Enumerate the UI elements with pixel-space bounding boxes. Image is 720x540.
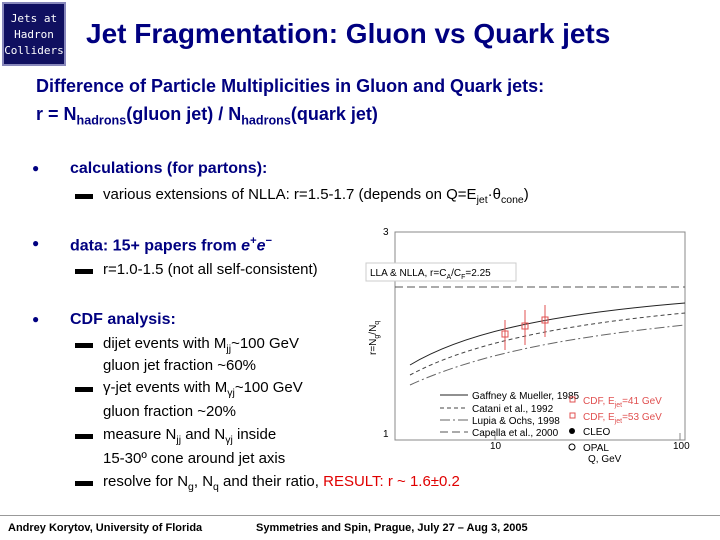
legend-entry: CLEO	[583, 427, 610, 438]
legend-entry: CDF, Ejet=53 GeV	[583, 412, 662, 425]
legend-entry: CDF, Ejet=41 GeV	[583, 396, 662, 409]
text: )	[523, 186, 529, 203]
text: −	[265, 235, 273, 247]
text: (gluon jet) / N	[126, 104, 242, 124]
cdf-legend: CDF, Ejet=41 GeV CDF, Ejet=53 GeV CLEO O…	[568, 396, 662, 454]
legend-entry: Lupia & Ochs, 1998	[472, 416, 560, 427]
bullet-item: r=1.0-1.5 (not all self-consistent)	[75, 261, 318, 278]
bullet-item: γ-jet events with Mγj~100 GeV	[75, 379, 303, 399]
text: jj	[226, 343, 232, 355]
bullet-item: gluon fraction ~20%	[103, 403, 237, 420]
text: jj	[176, 434, 182, 446]
intro-line: r = Nhadrons(gluon jet) / Nhadrons(quark…	[36, 104, 378, 128]
text: , N	[193, 473, 214, 490]
text: +	[250, 235, 257, 247]
curve	[409, 312, 686, 376]
legend-entry: OPAL	[583, 443, 609, 454]
bullet-item: resolve for Ng, Nq and their ratio, RESU…	[75, 473, 460, 493]
text: and N	[181, 426, 226, 443]
text: γ-jet events with M	[103, 379, 228, 396]
text: cone	[501, 194, 524, 206]
bullet-item: dijet events with Mjj~100 GeV	[74, 335, 300, 355]
curve	[409, 302, 686, 366]
result: RESULT: r ~ 1.6±0.2	[323, 473, 460, 490]
x-label: Q, GeV	[588, 454, 622, 465]
text: hadrons	[241, 113, 291, 128]
text: and their ratio,	[218, 473, 324, 490]
footer-right: Symmetries and Spin, Prague, July 27 – A…	[256, 522, 528, 534]
text: hadrons	[76, 113, 127, 128]
legend-entry: Gaffney & Mueller, 1985	[472, 391, 580, 402]
text: inside	[232, 426, 277, 443]
logo-line: Jets at	[10, 12, 58, 25]
plot-frame	[394, 231, 686, 441]
label-box	[365, 262, 517, 282]
legend-entry: Capella et al., 2000	[472, 428, 559, 439]
logo: Jets at Hadron Colliders	[2, 2, 66, 66]
bullet-item: various extensions of NLLA: r=1.5-1.7 (d…	[75, 186, 529, 206]
text: ~100 GeV	[231, 335, 300, 352]
text: ·θ	[487, 186, 501, 203]
text: γj	[225, 434, 233, 446]
plot-image: LLA & NLLA, r=CA/CF=2.25 r=Ng/Nq 3 1 10 …	[365, 227, 690, 465]
bullet-item: gluon jet fraction ~60%	[103, 357, 257, 374]
bullet-heading: data: 15+ papers from e+e−	[32, 235, 273, 255]
text: e	[241, 237, 251, 255]
text: measure N	[103, 426, 177, 443]
data-points	[501, 305, 549, 350]
text: ~100 GeV	[234, 379, 303, 396]
text: γj	[227, 387, 235, 399]
footer-left: Andrey Korytov, University of Florida	[8, 522, 203, 534]
x-tick-label: 10	[490, 441, 502, 452]
bullet-heading: CDF analysis:	[32, 311, 176, 329]
legend-entry: Catani et al., 1992	[472, 404, 554, 415]
bullet-item: measure Njj and Nγj inside	[74, 426, 277, 446]
x-tick-label: 100	[673, 441, 690, 452]
text: various extensions of NLLA: r=1.5-1.7 (d…	[103, 186, 477, 203]
text: g	[188, 481, 194, 493]
text: dijet events with M	[103, 335, 227, 352]
footer-rule	[0, 515, 720, 516]
legend: Gaffney & Mueller, 1985 Catani et al., 1…	[440, 391, 580, 439]
y-tick-label: 1	[383, 429, 389, 440]
text: resolve for N	[103, 473, 189, 490]
logo-line: Hadron	[14, 28, 54, 41]
text: e	[256, 237, 266, 255]
bullet-item: 15-30º cone around jet axis	[103, 450, 286, 467]
text: r = N	[36, 104, 77, 124]
band-label: LLA & NLLA, r=CA/CF=2.25	[370, 268, 491, 281]
text: q	[213, 481, 219, 493]
y-label: r=Ng/Nq	[368, 321, 381, 355]
title: Jet Fragmentation: Gluon vs Quark jets	[86, 18, 611, 49]
logo-line: Colliders	[4, 44, 64, 57]
curve	[409, 324, 686, 386]
text: (quark jet)	[290, 104, 378, 124]
y-tick-label: 3	[383, 227, 389, 238]
bullet-heading: calculations (for partons):	[32, 160, 267, 178]
text: data: 15+ papers from	[70, 237, 242, 255]
intro-line: Difference of Particle Multiplicities in…	[36, 76, 545, 96]
text: jet	[476, 194, 488, 206]
